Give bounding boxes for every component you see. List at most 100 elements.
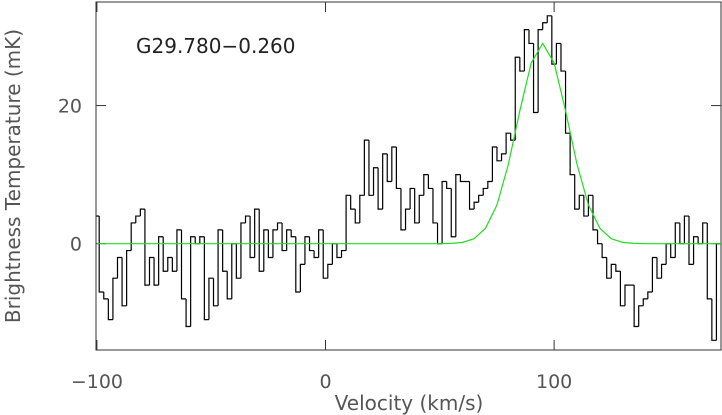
spectrum-channel [208,277,214,320]
spectrum-channel [98,216,104,293]
spectrum-channel [281,222,287,252]
spectrum-channel [304,236,310,265]
spectrum-channel [528,29,534,45]
x-axis-title: Velocity (km/s) [335,391,484,415]
spectrum-channel [647,291,653,299]
spectrum-channel [665,243,671,265]
spectrum-channel [354,209,360,224]
spectrum-channel [194,236,200,245]
spectrum-channel [427,174,433,190]
spectrum-channel [400,188,406,231]
spectrum-channel [523,29,529,72]
spectrum-channel [345,194,351,251]
spectrum-channel [459,174,465,183]
spectrum-channel [180,229,187,300]
spectrum-channel [327,263,333,279]
spectrum-channel [121,257,127,307]
spectrum-channel [130,222,136,251]
spectrum-channel [583,195,589,217]
spectrum-channel [107,298,113,321]
spectrum-channel [633,285,639,328]
spectrum-channel [487,180,493,189]
spectrum-channel [308,236,315,252]
spectrum-channel [578,194,584,210]
y-axis-title: Brightness Temperature (mK) [1,29,25,323]
spectrum-channel [660,263,667,279]
spectrum-channel [610,263,616,279]
spectrum-channel [144,209,150,286]
spectrum-channel [153,257,159,286]
spectrum-channel [340,249,347,258]
spectrum-channel [276,222,283,230]
spectrum-channel [199,236,205,244]
spectrum-channel [587,194,593,217]
spectrum-channel [135,215,141,223]
spectrum-channel [564,71,571,134]
x-tick-label: 100 [536,371,572,393]
spectrum-channel [491,146,497,182]
spectrum-channel [651,256,657,292]
spectrum-channel [702,222,708,244]
spectrum-channel [432,188,438,224]
spectrum-channel [542,22,548,30]
spectrum-channel [185,298,191,328]
spectrum-channel [519,57,525,72]
spectrum-channel [112,277,118,320]
spectrum-channel [596,229,603,245]
spectrum-channel [482,187,488,196]
spectrum-channel [395,147,401,190]
spectrum-channel [688,216,694,265]
spectrum-channel [683,215,689,244]
annotation: G29.780−0.260 [136,34,296,58]
spectrum-channel [414,188,420,224]
spectrum-channel [244,215,251,223]
spectrum-channel [212,278,219,307]
spectrum-channel [176,229,182,272]
spectrum-channel [441,180,447,244]
spectrum-channel [290,229,296,238]
spectrum-channel [619,271,625,307]
spectrum-channel [551,15,557,65]
spectrum-channel [382,153,388,210]
spectrum-channel [679,222,685,245]
spectrum-channel [615,264,621,272]
spectrum-channel [418,194,424,223]
spectrum-channel [404,208,411,230]
spectrum-channel [642,298,648,306]
spectrum-channel [368,140,374,196]
spectrum-channel [217,229,223,306]
spectrum-channel [409,187,415,210]
spectrum-channel [715,243,721,341]
spectrum-channel [496,147,502,162]
x-tick-label: −100 [71,371,123,393]
spectrum-channel [532,43,539,114]
plot-frame [95,1,722,351]
spectrum-channel [258,209,264,272]
spectrum-channel [126,249,132,306]
spectrum-channel [670,243,676,259]
spectrum-channel [500,153,507,161]
spectrum-channel [455,174,461,237]
spectrum-channel [158,236,164,286]
fit-curve [96,42,721,245]
spectrum-channel [272,229,278,258]
spectrum-channel [436,222,443,245]
spectrum-channel [249,216,255,259]
spectrum-channel [569,133,575,176]
spectrum-channel [423,174,429,196]
spectrum-channel [574,174,580,210]
spectrum-channel [468,181,475,210]
spectrum-channel [162,236,168,272]
spectrum-channel [473,201,479,210]
spectrum-channel [240,222,246,279]
spectrum-channel [286,229,292,251]
x-tick-label: 0 [319,371,331,393]
spectrum-channel [148,256,155,286]
spectrum-channel [167,256,173,272]
spectrum-channel [706,222,712,300]
spectrum-channel [363,139,369,196]
spectrum-channel [254,208,260,258]
spectrum-channel [656,257,662,279]
spectrum-channel [560,43,566,72]
